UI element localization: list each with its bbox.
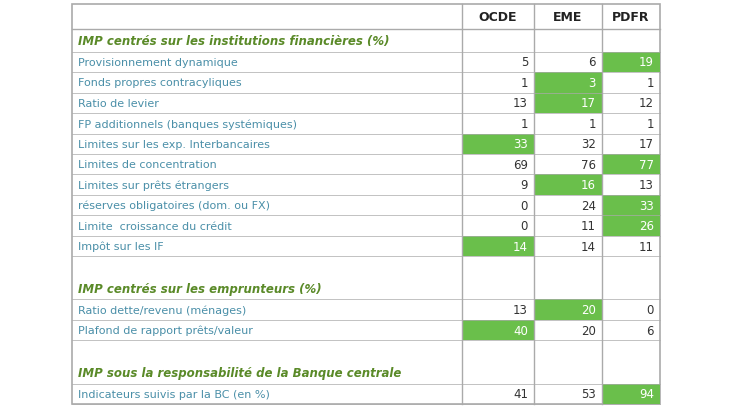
Text: 76: 76 [581,158,596,171]
Text: 33: 33 [639,199,654,212]
Text: 6: 6 [588,56,596,69]
Text: PDFR: PDFR [612,11,650,24]
Text: 16: 16 [581,179,596,192]
Bar [602,384,660,404]
Text: 1: 1 [520,77,528,90]
Text: 26: 26 [639,220,654,233]
Bar [534,175,602,196]
Text: Plafond de rapport prêts/valeur: Plafond de rapport prêts/valeur [78,325,253,335]
Text: FP additionnels (banques systémiques): FP additionnels (banques systémiques) [78,119,297,129]
Text: Fonds propres contracyliques: Fonds propres contracyliques [78,78,242,88]
Text: 12: 12 [639,97,654,110]
Text: 0: 0 [520,220,528,233]
Text: 94: 94 [639,387,654,400]
Text: 0: 0 [647,303,654,317]
Text: Ratio de levier: Ratio de levier [78,99,159,109]
Text: Limite  croissance du crédit: Limite croissance du crédit [78,221,231,231]
Bar [534,73,602,93]
Text: Limites de concentration: Limites de concentration [78,160,217,170]
Bar [462,134,534,155]
Text: IMP centrés sur les institutions financières (%): IMP centrés sur les institutions financi… [78,35,390,48]
Bar [602,155,660,175]
Bar [534,300,602,320]
Text: Limites sur les exp. Interbancaires: Limites sur les exp. Interbancaires [78,139,270,149]
Text: 20: 20 [581,303,596,317]
Text: 5: 5 [520,56,528,69]
Text: Impôt sur les IF: Impôt sur les IF [78,241,164,252]
Text: 24: 24 [581,199,596,212]
Bar [72,5,660,404]
Text: 41: 41 [513,387,528,400]
Text: réserves obligatoires (dom. ou FX): réserves obligatoires (dom. ou FX) [78,200,270,211]
Text: 1: 1 [647,117,654,130]
Text: 33: 33 [513,138,528,151]
Text: 1: 1 [647,77,654,90]
Text: 14: 14 [513,240,528,253]
Text: 53: 53 [581,387,596,400]
Text: 1: 1 [520,117,528,130]
Bar [462,236,534,256]
Text: 11: 11 [639,240,654,253]
Text: 14: 14 [581,240,596,253]
Bar [602,196,660,216]
Text: 9: 9 [520,179,528,192]
Text: IMP centrés sur les emprunteurs (%): IMP centrés sur les emprunteurs (%) [78,282,322,295]
Text: 19: 19 [639,56,654,69]
Text: EME: EME [553,11,583,24]
Text: Ratio dette/revenu (ménages): Ratio dette/revenu (ménages) [78,305,246,315]
Text: 3: 3 [588,77,596,90]
Bar [462,320,534,341]
Text: 13: 13 [513,97,528,110]
Text: 20: 20 [581,324,596,337]
Text: Indicateurs suivis par la BC (en %): Indicateurs suivis par la BC (en %) [78,389,270,399]
Text: 17: 17 [639,138,654,151]
Bar [602,53,660,73]
Text: Limites sur prêts étrangers: Limites sur prêts étrangers [78,180,229,191]
Text: 13: 13 [639,179,654,192]
Text: 69: 69 [513,158,528,171]
Text: 17: 17 [581,97,596,110]
Text: IMP sous la responsabilité de la Banque centrale: IMP sous la responsabilité de la Banque … [78,366,402,379]
Text: 13: 13 [513,303,528,317]
Text: 32: 32 [581,138,596,151]
Text: 0: 0 [520,199,528,212]
Text: 77: 77 [639,158,654,171]
Text: 6: 6 [647,324,654,337]
Bar [602,216,660,236]
Text: Provisionnement dynamique: Provisionnement dynamique [78,58,238,68]
Text: 1: 1 [588,117,596,130]
Bar [534,93,602,114]
Text: 11: 11 [581,220,596,233]
Text: 40: 40 [513,324,528,337]
Text: OCDE: OCDE [479,11,518,24]
